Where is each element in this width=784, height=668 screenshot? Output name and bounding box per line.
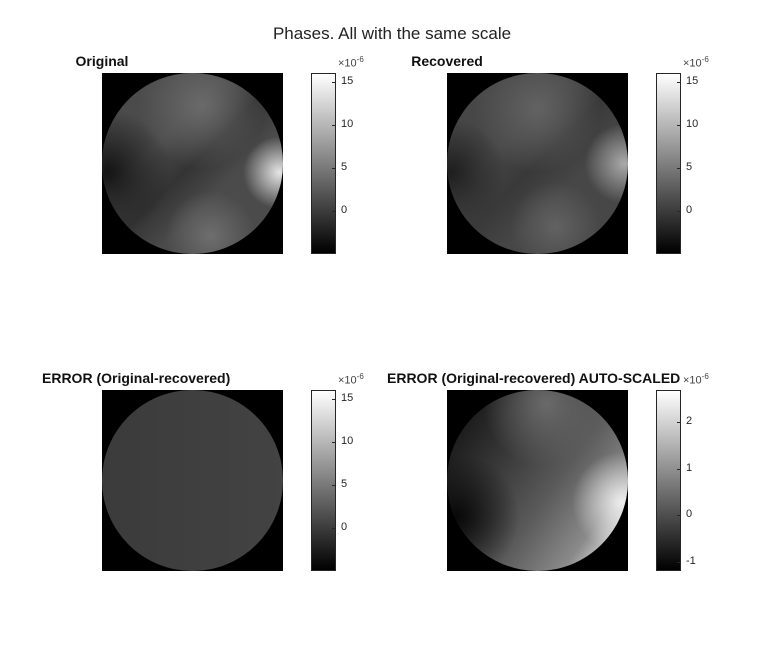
colorbar-tickmark xyxy=(677,124,681,126)
colorbar-tickmark xyxy=(677,468,681,470)
colorbar-tickmark xyxy=(332,527,336,529)
colorbar-tick-label: 15 xyxy=(341,391,354,404)
colorbar-tick-label: -1 xyxy=(686,554,696,567)
phase-image-original-svg xyxy=(102,73,283,254)
colorbar-tickmark xyxy=(677,167,681,169)
colorbar-tick-label: 5 xyxy=(686,160,693,173)
colorbar-error-autoscaled xyxy=(656,390,681,571)
colorbar-tickmark xyxy=(677,515,681,517)
colorbar-tick-label: 5 xyxy=(341,160,348,173)
colorbar-tick-label: 2 xyxy=(686,415,693,428)
colorbar-tickmark xyxy=(332,398,336,400)
colorbar-tickmark xyxy=(332,167,336,169)
phase-image-error xyxy=(102,390,283,571)
colorbar-exponent-original: ×10-6 xyxy=(338,55,364,70)
phase-image-error-autoscaled-svg xyxy=(447,390,628,571)
colorbar-exponent-error-autoscaled: ×10-6 xyxy=(683,372,709,387)
panel-title-error-autoscaled: ERROR (Original-recovered) AUTO-SCALED xyxy=(387,370,681,386)
colorbar-tickmark xyxy=(677,561,681,563)
phase-image-error-svg xyxy=(102,390,283,571)
panel-title-recovered: Recovered xyxy=(411,53,483,69)
colorbar-tick-label: 5 xyxy=(341,477,348,490)
colorbar-exponent-error: ×10-6 xyxy=(338,372,364,387)
colorbar-tick-label: 0 xyxy=(686,203,693,216)
colorbar-tickmark xyxy=(332,441,336,443)
colorbar-original xyxy=(311,73,336,254)
colorbar-tickmark xyxy=(332,484,336,486)
phase-image-original xyxy=(102,73,283,254)
colorbar-tickmark xyxy=(332,124,336,126)
colorbar-tick-label: 0 xyxy=(341,203,348,216)
colorbar-tickmark xyxy=(332,210,336,212)
colorbar-tickmark xyxy=(677,210,681,212)
figure-title: Phases. All with the same scale xyxy=(272,24,512,43)
panel-title-original: Original xyxy=(75,53,129,69)
colorbar-tickmark xyxy=(677,422,681,424)
colorbar-tick-label: 15 xyxy=(686,74,699,87)
colorbar-tick-label: 10 xyxy=(341,117,354,130)
phase-image-recovered xyxy=(447,73,628,254)
colorbar-tickmark xyxy=(332,81,336,83)
colorbar-tick-label: 10 xyxy=(686,117,699,130)
colorbar-recovered xyxy=(656,73,681,254)
colorbar-tick-label: 10 xyxy=(341,434,354,447)
panel-title-error: ERROR (Original-recovered) xyxy=(42,370,231,386)
colorbar-tick-label: 0 xyxy=(341,520,348,533)
colorbar-error xyxy=(311,390,336,571)
colorbar-tick-label: 1 xyxy=(686,461,693,474)
colorbar-exponent-recovered: ×10-6 xyxy=(683,55,709,70)
colorbar-tick-label: 0 xyxy=(686,508,693,521)
colorbar-tickmark xyxy=(677,81,681,83)
colorbar-tick-label: 15 xyxy=(341,74,354,87)
phase-image-error-autoscaled xyxy=(447,390,628,571)
phase-image-recovered-svg xyxy=(447,73,628,254)
